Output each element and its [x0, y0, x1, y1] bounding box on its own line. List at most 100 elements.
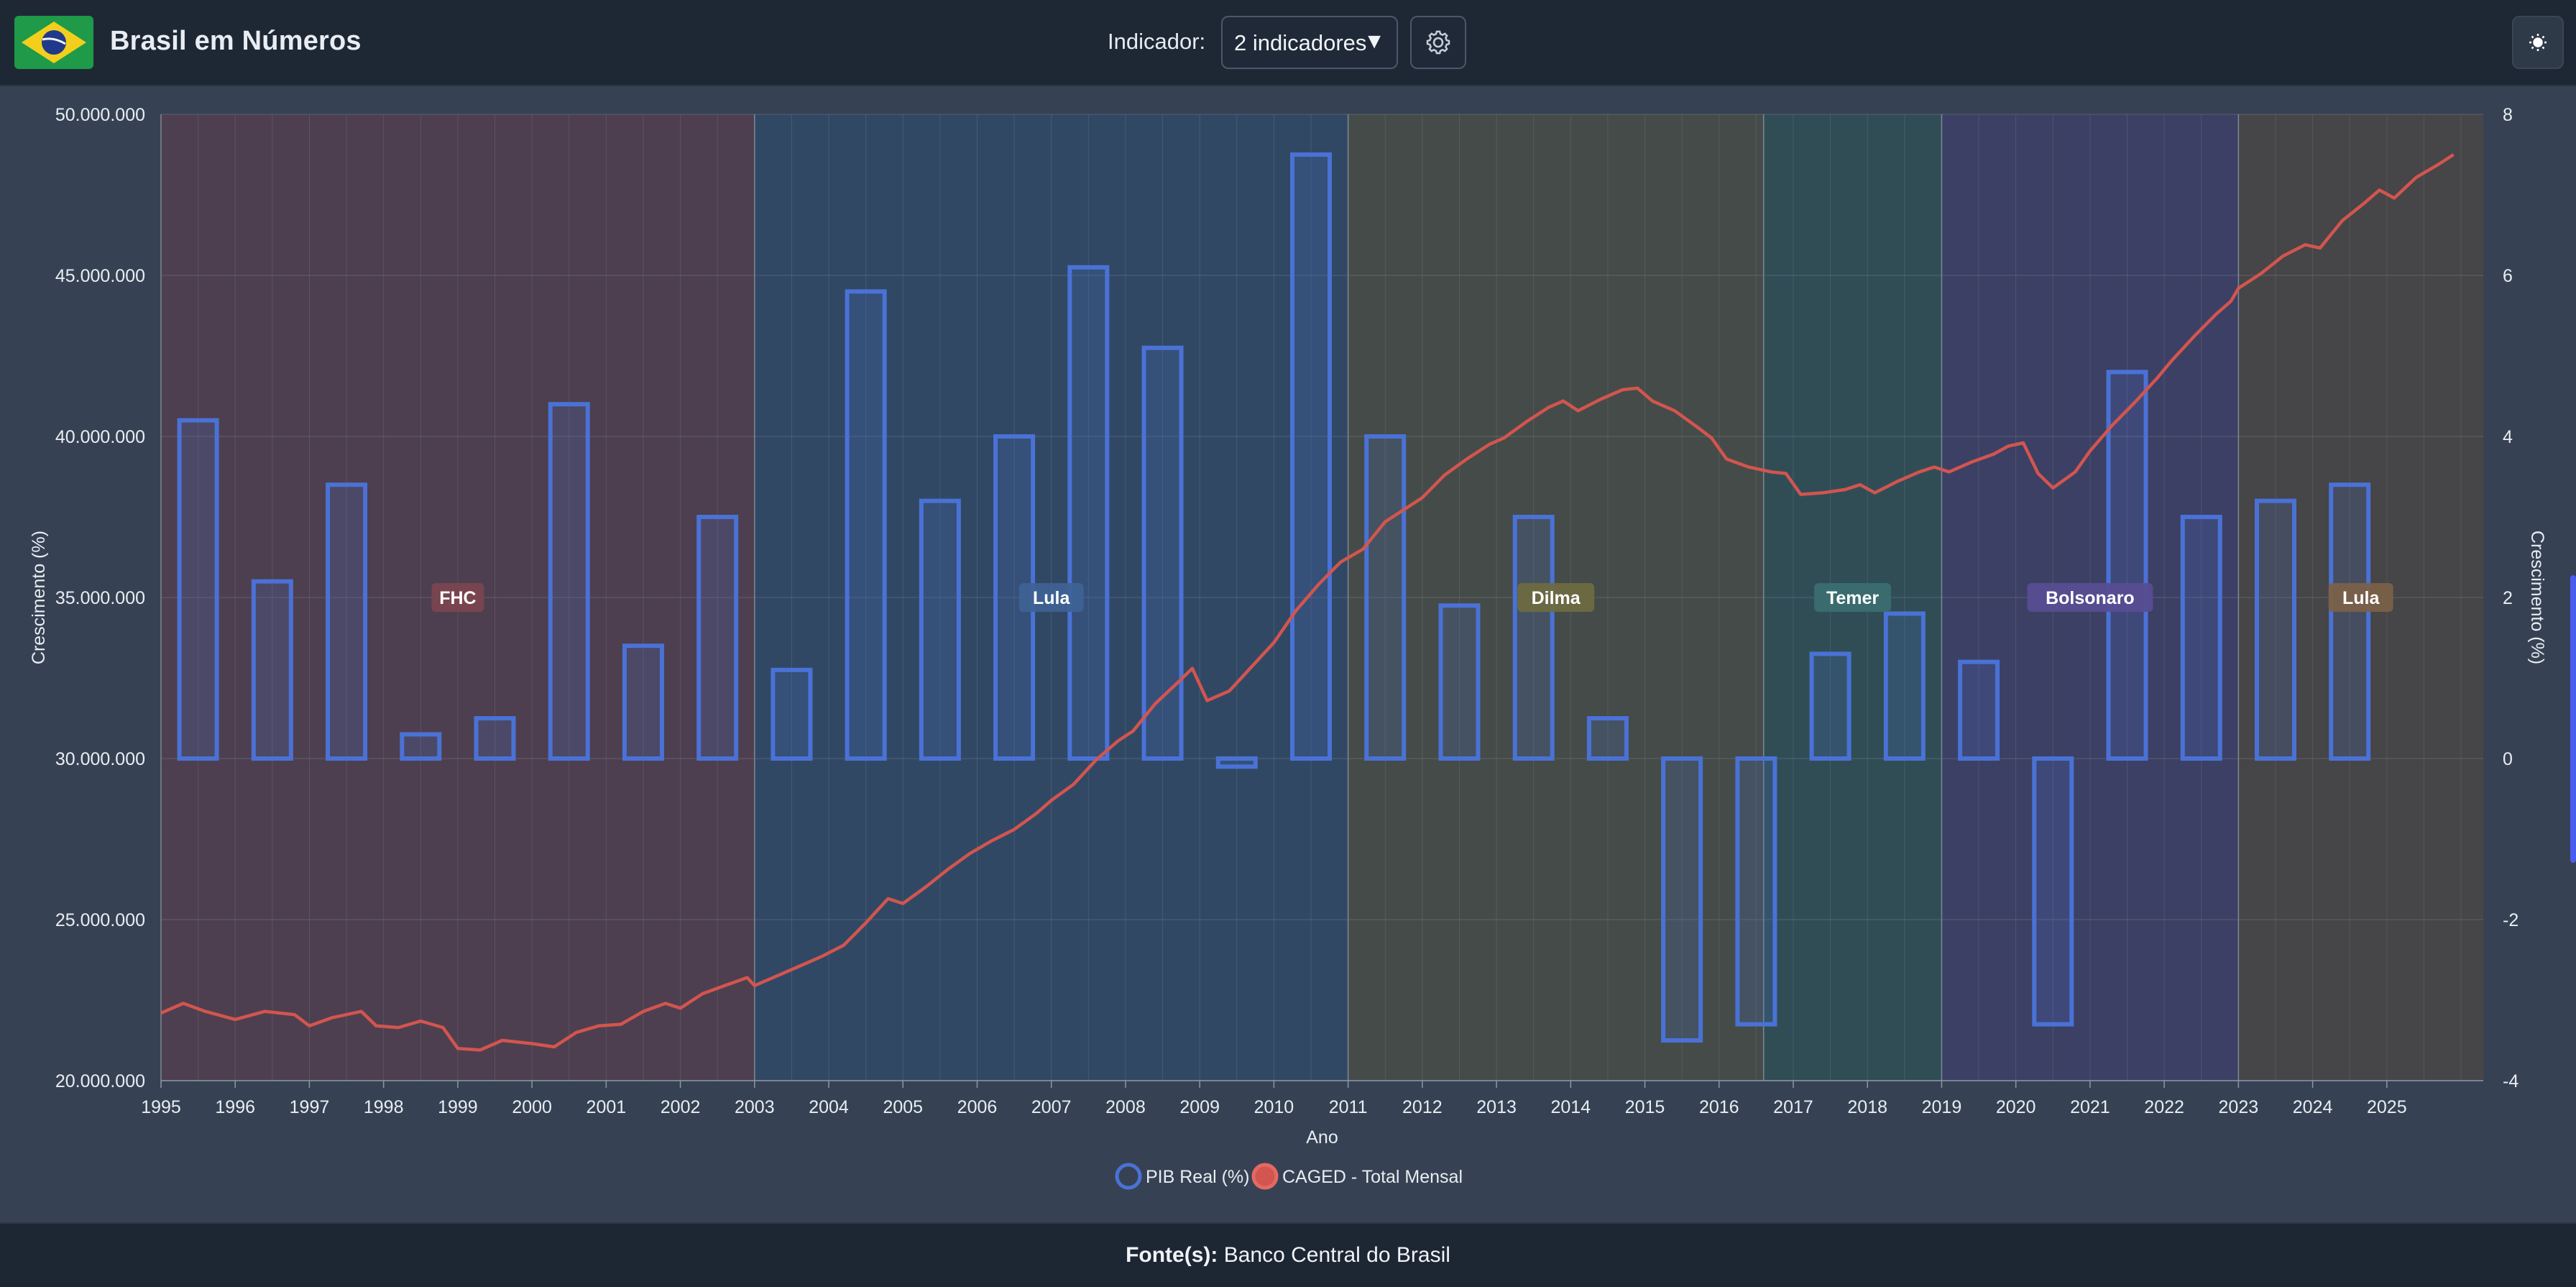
pib-bar-1996[interactable] [251, 579, 293, 761]
pib-bar-2020[interactable] [2032, 756, 2074, 1027]
x-tick-label: 2001 [586, 1097, 627, 1117]
y-left-axis-title: Crescimento (%) [29, 531, 49, 664]
x-tick-label: 2025 [2367, 1097, 2407, 1117]
x-tick-label: 2004 [809, 1097, 849, 1117]
period-badge-bg [1517, 583, 1595, 612]
y-left-tick-label: 25.000.000 [55, 910, 145, 930]
pib-bar-2015[interactable] [1661, 756, 1703, 1043]
pib-bar-2022[interactable] [2180, 515, 2222, 761]
y-left-tick-label: 50.000.000 [55, 105, 145, 125]
x-tick-label: 1998 [364, 1097, 404, 1117]
pib-bar-2010[interactable] [1290, 152, 1333, 761]
pib-bar-2005[interactable] [919, 498, 961, 761]
indicator-select[interactable]: 2 indicadores ▼ [1221, 16, 1398, 69]
pib-bar-2012[interactable] [1438, 603, 1481, 761]
period-badge-label: Bolsonaro [2046, 588, 2135, 608]
source-value: Banco Central do Brasil [1223, 1243, 1450, 1267]
x-tick-label: 2000 [512, 1097, 552, 1117]
period-badge-bg [2328, 583, 2393, 612]
pib-bar-2021[interactable] [2106, 370, 2148, 761]
x-tick-label: 2022 [2144, 1097, 2184, 1117]
x-tick-label: 2013 [1476, 1097, 1517, 1117]
period-badge-label: FHC [439, 588, 476, 608]
pib-bar-1999[interactable] [474, 716, 516, 761]
x-tick-label: 2010 [1254, 1097, 1294, 1117]
legend-item-0[interactable]: PIB Real (%) [1115, 1163, 1249, 1190]
y-left-tick-label: 40.000.000 [55, 427, 145, 447]
pib-bar-2000[interactable] [548, 402, 590, 761]
period-badge: Bolsonaro [2027, 583, 2153, 612]
y-right-tick-label: 6 [2503, 266, 2513, 286]
legend-label: CAGED - Total Mensal [1282, 1167, 1463, 1187]
legend-marker-pib [1115, 1163, 1142, 1190]
chevron-down-icon: ▼ [1363, 29, 1385, 53]
x-tick-label: 1999 [438, 1097, 478, 1117]
theme-toggle-button[interactable] [2512, 16, 2564, 69]
y-right-tick-label: 0 [2503, 749, 2513, 769]
pib-bar-2007[interactable] [1067, 265, 1110, 761]
pib-bar-2009[interactable] [1215, 756, 1258, 769]
period-badge: Lula [1018, 583, 1084, 612]
x-tick-label: 2003 [735, 1097, 775, 1117]
pib-bar-2019[interactable] [1958, 659, 2000, 761]
pib-bar-2002[interactable] [696, 515, 739, 761]
scrollbar-thumb[interactable] [2570, 575, 2576, 863]
period-badge-bg [1814, 583, 1892, 612]
x-tick-label: 2005 [883, 1097, 923, 1117]
y-right-tick-label: -2 [2503, 910, 2518, 930]
pib-bar-2024[interactable] [2329, 482, 2371, 761]
x-tick-label: 1996 [215, 1097, 255, 1117]
x-tick-label: 2021 [2070, 1097, 2110, 1117]
pib-bar-1995[interactable] [177, 418, 219, 761]
y-left-tick-label: 45.000.000 [55, 266, 145, 286]
pib-bar-2016[interactable] [1735, 756, 1777, 1027]
y-left-tick-label: 30.000.000 [55, 749, 145, 769]
x-tick-label: 2024 [2293, 1097, 2333, 1117]
gear-icon [1426, 30, 1450, 55]
x-tick-label: 1997 [290, 1097, 330, 1117]
pib-bar-2014[interactable] [1586, 716, 1629, 761]
caged-line[interactable] [160, 153, 2455, 1052]
x-tick-label: 2012 [1402, 1097, 1443, 1117]
pib-bar-1997[interactable] [326, 482, 368, 761]
x-tick-label: 2009 [1179, 1097, 1220, 1117]
x-tick-label: 2008 [1105, 1097, 1146, 1117]
legend-label: PIB Real (%) [1146, 1167, 1249, 1187]
y-right-tick-label: 4 [2503, 427, 2513, 447]
combo-chart: FHC Lula Dilma Temer Bolsonaro Lula 20.000.00… [29, 105, 2547, 1190]
period-badge: Temer [1814, 583, 1892, 612]
pib-bar-2008[interactable] [1141, 345, 1184, 761]
period-badge-label: Dilma [1532, 588, 1581, 608]
settings-button[interactable] [1410, 16, 1466, 69]
source-label: Fonte(s): [1126, 1243, 1218, 1267]
pib-bar-2001[interactable] [622, 644, 664, 761]
pib-bar-2013[interactable] [1512, 515, 1555, 761]
period-badge: Lula [2328, 583, 2393, 612]
legend-item-1[interactable]: CAGED - Total Mensal [1251, 1163, 1463, 1190]
pib-bar-1998[interactable] [400, 732, 442, 761]
period-badge-bg [2027, 583, 2153, 612]
x-tick-label: 2002 [661, 1097, 701, 1117]
brazil-flag-icon[interactable] [14, 16, 93, 69]
period-badge: FHC [431, 583, 484, 612]
x-tick-label: 2014 [1550, 1097, 1591, 1117]
pib-bar-2018[interactable] [1883, 611, 1926, 761]
x-tick-label: 2006 [957, 1097, 998, 1117]
pib-bar-2017[interactable] [1809, 651, 1852, 761]
x-tick-label: 2019 [1922, 1097, 1962, 1117]
y-left-tick-label: 20.000.000 [55, 1071, 145, 1091]
pib-bar-2003[interactable] [770, 667, 813, 761]
period-badge-bg [431, 583, 484, 612]
x-tick-label: 2015 [1625, 1097, 1665, 1117]
top-bar: Brasil em Números Indicador: 2 indicador… [0, 0, 2576, 86]
y-right-axis-title: Crescimento (%) [2527, 531, 2547, 664]
pib-bar-2011[interactable] [1364, 434, 1407, 761]
period-badge-bg [1018, 583, 1084, 612]
sun-icon [2529, 34, 2547, 51]
pib-bar-2004[interactable] [845, 289, 887, 761]
x-tick-label: 1995 [141, 1097, 181, 1117]
y-left-tick-label: 35.000.000 [55, 588, 145, 608]
pib-bar-2023[interactable] [2254, 498, 2296, 761]
indicator-label: Indicador: [1108, 29, 1206, 54]
indicator-select-value: 2 indicadores [1234, 30, 1367, 55]
